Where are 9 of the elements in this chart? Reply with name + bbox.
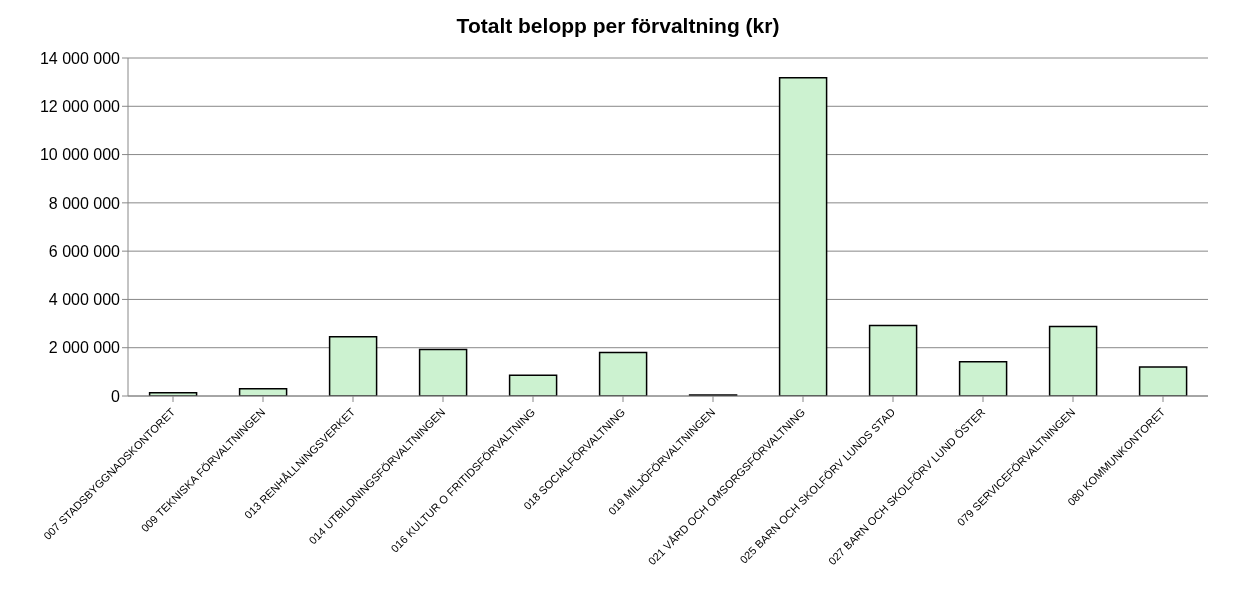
y-tick-label: 4 000 000 [48,291,121,309]
y-tick-label: 12 000 000 [39,97,121,115]
y-tick-label: 10 000 000 [39,146,121,164]
y-tick-label: 6 000 000 [48,242,121,260]
y-tick-label: 0 [111,387,121,405]
y-tick-label: 14 000 000 [39,49,121,67]
y-tick-label: 8 000 000 [48,194,121,212]
chart-title: Totalt belopp per förvaltning (kr) [455,14,781,38]
y-tick-label: 2 000 000 [48,339,121,357]
